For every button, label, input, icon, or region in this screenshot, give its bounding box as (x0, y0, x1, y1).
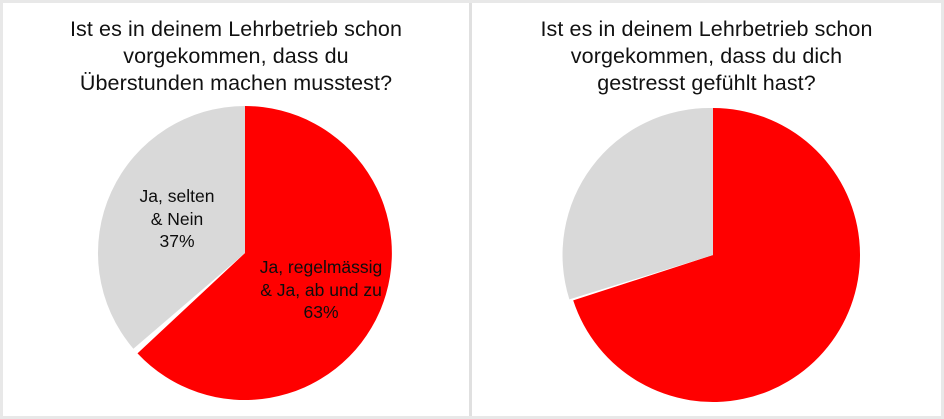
chart-title-overtime: Ist es in deinem Lehrbetrieb schon vorge… (3, 16, 469, 97)
chart-title-line-3: Überstunden machen musstest? (79, 71, 393, 95)
pie-slice-gray-stress (562, 107, 713, 300)
chart-title-line-1: Ist es in deinem Lehrbetrieb schon (69, 17, 403, 41)
chart-panel-stress: Ist es in deinem Lehrbetrieb schon vorge… (472, 3, 941, 416)
chart-title-stress: Ist es in deinem Lehrbetrieb schon vorge… (472, 16, 941, 97)
pie-label-gray-line-2: & Nein (150, 208, 204, 229)
pie-slice-red-stress (573, 108, 861, 402)
pie-label-red-line-1: Ja, regelmässig (259, 257, 383, 277)
chart-title-line-2: vorgekommen, dass du dich (570, 44, 843, 68)
chart-panel-overtime: Ist es in deinem Lehrbetrieb schon vorge… (3, 3, 472, 416)
pie-chart-stress: Ja, selten & Nein 30% Ja, regelmässig & … (472, 3, 941, 416)
pie-label-gray-line-1: Ja, selten (139, 186, 215, 206)
pie-label-red-overtime: Ja, regelmässig & Ja, ab und zu 63% (225, 256, 417, 324)
pie-slice-red-overtime (137, 106, 392, 400)
pie-label-red-line-2: & Ja, ab und zu (260, 279, 382, 300)
pie-chart-overtime: Ja, selten & Nein 37% Ja, regelmässig & … (3, 3, 469, 416)
pie-label-red-value: 63% (303, 302, 339, 322)
chart-title-line-2: vorgekommen, dass du (123, 44, 349, 68)
pie-slice-gray-overtime (97, 106, 245, 349)
pie-label-gray-overtime: Ja, selten & Nein 37% (107, 185, 247, 253)
chart-panels: Ist es in deinem Lehrbetrieb schon vorge… (3, 3, 941, 416)
chart-title-line-3: gestresst gefühlt hast? (597, 71, 816, 95)
chart-title-line-1: Ist es in deinem Lehrbetrieb schon (540, 17, 873, 41)
pie-svg-stress (562, 107, 861, 402)
pie-svg-overtime (97, 106, 392, 400)
pie-label-gray-value: 37% (159, 231, 195, 251)
